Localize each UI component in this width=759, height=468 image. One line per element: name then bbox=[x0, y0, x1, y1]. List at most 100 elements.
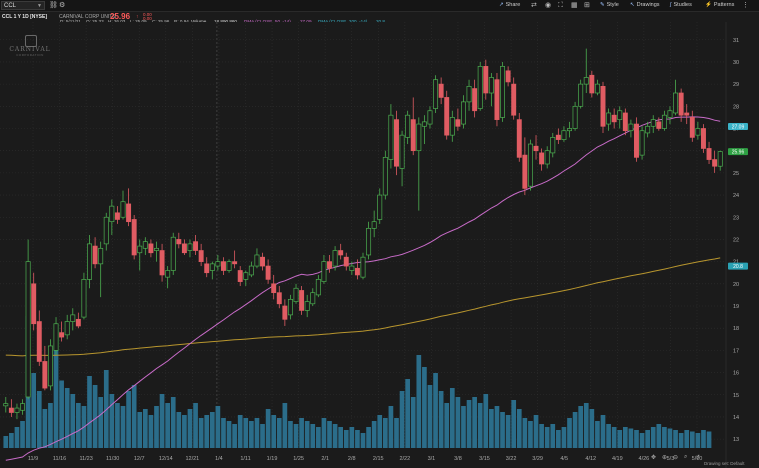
volume-bar bbox=[59, 380, 64, 448]
candle-body bbox=[154, 247, 159, 251]
candle-body bbox=[472, 88, 478, 112]
volume-bar bbox=[204, 415, 210, 448]
volume-bar bbox=[288, 421, 293, 448]
zoom-out-icon[interactable]: ⊖ bbox=[673, 455, 679, 461]
volume-bar bbox=[36, 391, 42, 448]
volume-bar bbox=[544, 427, 550, 448]
x-tick-label: 11/9 bbox=[28, 456, 38, 462]
dma200-line bbox=[5, 257, 721, 357]
share-button[interactable]: ↗ Share bbox=[499, 2, 521, 8]
candle-body bbox=[377, 194, 383, 220]
volume-bar bbox=[645, 430, 650, 448]
candle-body bbox=[455, 119, 461, 127]
candle-body bbox=[131, 219, 137, 256]
volume-bar bbox=[9, 433, 14, 448]
link-icon[interactable]: ⛓ bbox=[49, 2, 58, 9]
more-icon[interactable]: ⋮ bbox=[742, 2, 749, 9]
volume-bar bbox=[466, 400, 472, 448]
x-tick-label: 3/1 bbox=[428, 456, 436, 462]
volume-bar bbox=[589, 409, 595, 448]
volume-bar bbox=[388, 406, 394, 448]
style-button[interactable]: ✎ Style bbox=[600, 2, 619, 8]
company-name: CARNIVAL CORP UNITS bbox=[59, 14, 116, 20]
y-tick-label: 23 bbox=[733, 215, 739, 221]
volume-bar bbox=[494, 406, 500, 448]
reset-icon[interactable]: ↺ bbox=[695, 455, 701, 461]
volume-bar bbox=[449, 388, 455, 448]
search-icon[interactable]: ⌕ bbox=[684, 454, 688, 460]
volume-bar bbox=[689, 431, 695, 448]
candle-body bbox=[511, 83, 517, 116]
drag-icon[interactable]: ✥ bbox=[651, 455, 657, 461]
volume-bar bbox=[567, 418, 572, 448]
candle-body bbox=[539, 152, 545, 165]
net-change: 0.00 bbox=[143, 12, 152, 17]
candle-body bbox=[360, 256, 366, 278]
price-arrow-icon: ↑ bbox=[136, 14, 139, 20]
candle-body bbox=[237, 270, 243, 282]
volume-bar bbox=[98, 397, 104, 448]
chevron-down-icon: ▼ bbox=[37, 3, 42, 9]
x-tick-label: 1/19 bbox=[267, 456, 278, 462]
y-tick-label: 29 bbox=[733, 82, 739, 88]
volume-bar bbox=[299, 418, 304, 448]
patterns-button[interactable]: ⚡ Patterns bbox=[705, 2, 735, 8]
volume-bar bbox=[343, 430, 349, 448]
volume-bar bbox=[366, 427, 371, 448]
settings-icon[interactable]: ⚙ bbox=[59, 2, 66, 9]
candle-body bbox=[209, 263, 215, 271]
candle-body bbox=[550, 137, 556, 154]
candle-body bbox=[187, 243, 193, 251]
candle-body bbox=[444, 97, 450, 136]
y-tick-label: 25 bbox=[733, 171, 739, 177]
volume-bar bbox=[678, 433, 684, 448]
fullscreen-icon[interactable]: ⛶ bbox=[558, 2, 563, 9]
candle-body bbox=[555, 134, 561, 140]
volume-bar bbox=[516, 409, 522, 448]
price-chart[interactable]: 11/9 11/16 11/23 11/30 12/7 12/14 12/21 1/4 1/11… bbox=[0, 22, 759, 468]
volume-bar bbox=[701, 430, 706, 448]
candle-body bbox=[36, 321, 42, 362]
grid-layout-icon[interactable]: ▦ bbox=[571, 2, 578, 9]
candle-body bbox=[438, 83, 444, 98]
add-chart-icon[interactable]: ⊞ bbox=[584, 2, 590, 9]
dma50-price-tag-bg bbox=[728, 123, 748, 131]
candle-body bbox=[667, 110, 673, 118]
volume-bar bbox=[20, 421, 25, 448]
volume-bar bbox=[316, 427, 321, 448]
bar-open: O: 25.33 bbox=[86, 19, 104, 24]
volume-bar bbox=[572, 412, 578, 448]
studies-button[interactable]: ∫ Studies bbox=[670, 2, 692, 8]
camera-icon[interactable]: ◉ bbox=[545, 2, 552, 9]
candle-body bbox=[109, 205, 115, 223]
candle-body bbox=[488, 77, 494, 94]
volume-bar bbox=[327, 421, 332, 448]
zoom-in-icon[interactable]: ⊕ bbox=[662, 455, 668, 461]
compare-icon[interactable]: ⇄ bbox=[531, 2, 537, 9]
volume-bar bbox=[561, 427, 567, 448]
candle-body bbox=[103, 216, 109, 245]
candle-body bbox=[483, 66, 489, 94]
candle-body bbox=[628, 123, 634, 132]
symbol-input[interactable]: CCL ▼ bbox=[1, 1, 45, 10]
candle-body bbox=[634, 123, 639, 158]
bar-high: H: 26.03 bbox=[108, 19, 126, 24]
candle-body bbox=[327, 261, 332, 269]
candle-body bbox=[706, 148, 712, 160]
dma50-value: 27.09 bbox=[300, 19, 312, 24]
x-tick-label: 3/8 bbox=[454, 456, 462, 462]
volume-bar bbox=[198, 418, 204, 448]
volume-bar bbox=[650, 427, 656, 448]
candle-body bbox=[148, 243, 154, 254]
volume-bar bbox=[142, 409, 148, 448]
y-tick-label: 14 bbox=[733, 415, 739, 421]
volume-bar bbox=[528, 421, 533, 448]
dma200-price-tag-bg bbox=[728, 262, 748, 270]
candle-body bbox=[59, 332, 65, 338]
x-tick-label: 2/15 bbox=[373, 456, 384, 462]
drawings-button[interactable]: ↖ Drawings bbox=[630, 2, 660, 8]
y-tick-label: 19 bbox=[733, 304, 739, 310]
candle-body bbox=[75, 318, 81, 327]
candle-body bbox=[299, 290, 305, 311]
bar-range: R: 0.94 bbox=[174, 19, 189, 24]
